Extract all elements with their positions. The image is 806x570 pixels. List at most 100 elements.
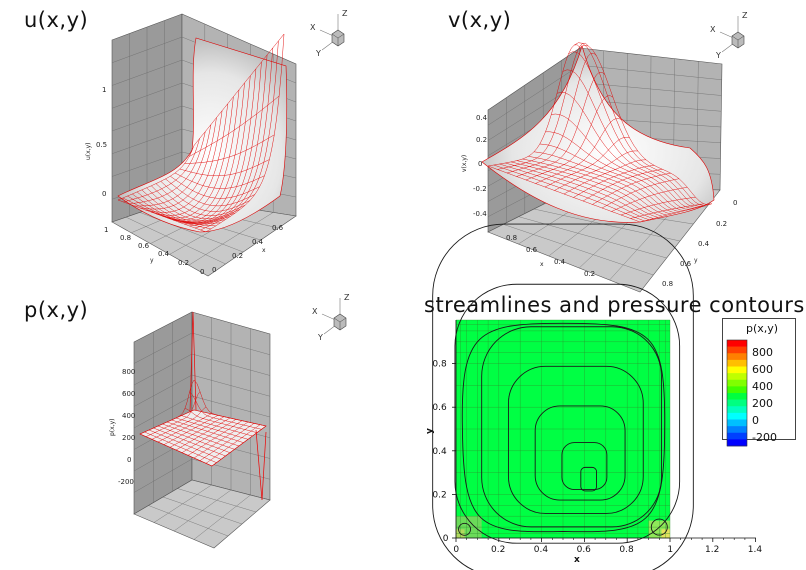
p-zlabel: p(x,y): [109, 419, 116, 437]
mesh-line: [205, 33, 285, 233]
wall-grid-line: [188, 212, 274, 266]
v-xtick: 0.4: [554, 258, 566, 266]
x-tick-label: 0.2: [491, 545, 505, 555]
u-ytick: 0.2: [178, 259, 189, 267]
mesh-line: [528, 156, 672, 215]
u-xtick: 0.4: [252, 238, 264, 246]
wall-grid-line: [111, 151, 183, 177]
triad-x-label: X: [312, 307, 318, 316]
p-ztick: 800: [122, 368, 135, 376]
v-ytick: 0.8: [662, 280, 673, 288]
wall-grid-line: [533, 208, 681, 242]
v-ytick: 0.2: [716, 220, 727, 228]
wall-grid-line: [579, 65, 722, 80]
mesh-line: [189, 54, 268, 227]
p-ztick: -200: [118, 478, 134, 486]
stream-mesh-grid: [455, 319, 671, 539]
mesh-line: [522, 158, 668, 216]
triad-z-label: Z: [742, 11, 748, 20]
x-tick-label: 0.6: [577, 545, 592, 555]
u-ytick: 0.4: [158, 250, 170, 258]
mesh-line: [132, 193, 221, 224]
mesh-line: [630, 203, 704, 219]
v-ztick: 0.2: [476, 136, 487, 144]
mesh-line: [151, 185, 241, 219]
u-xtick: 0: [212, 266, 216, 274]
p-surface-mesh: [139, 379, 267, 467]
u-xtick: 0.2: [232, 252, 243, 260]
p-left-wall: [133, 311, 193, 515]
u-ytick: 0.8: [120, 234, 131, 242]
stream-plot: 0 0.2 0.4 0.6 0.8 1 1.2 1.4 0 0.2 0.4 0.6 0.8 x y: [425, 223, 762, 570]
x-tick-label: 0: [453, 545, 459, 555]
wall-grid-line: [111, 128, 183, 154]
v-ticks: 0.4 0.2 0 -0.2 -0.4 v(x,y) 0.8 0.6 0.4 0…: [461, 114, 737, 288]
u-ztick: 0.5: [96, 141, 107, 149]
triad-z-label: Z: [344, 293, 350, 302]
mesh-line: [144, 431, 217, 463]
wall-grid-line: [153, 484, 212, 523]
mesh-line: [148, 429, 222, 460]
mesh-line: [487, 165, 641, 223]
v-ztick: 0.4: [476, 114, 488, 122]
streamline: [481, 326, 662, 528]
streamline: [454, 283, 681, 544]
v-ylabel: y: [694, 257, 698, 264]
wall-grid-line: [125, 217, 226, 265]
p-spike-right: [255, 429, 267, 501]
p-ticks: 800 600 400 200 0 -200 p(x,y): [109, 368, 135, 486]
x-tick-label: 0.4: [534, 545, 549, 555]
y-tick-label: 0.8: [432, 360, 447, 370]
legend-level: 0: [752, 414, 759, 427]
wall-grid-line: [133, 353, 193, 386]
triad-z-label: Z: [342, 9, 348, 18]
mesh-line: [573, 165, 655, 198]
triad-x-label: X: [310, 23, 316, 32]
mesh-line: [516, 160, 663, 217]
stream-xlabel: x: [574, 555, 580, 565]
mesh-line: [493, 164, 645, 222]
stream-xticks: 0 0.2 0.4 0.6 0.8 1 1.2 1.4: [453, 538, 762, 555]
streamline: [458, 522, 472, 536]
p-ztick: 200: [122, 434, 135, 442]
axis-triads: Z X Y Z X Y Z X Y: [310, 9, 748, 342]
v-xlabel: x: [540, 261, 544, 268]
wall-grid-line: [193, 494, 251, 540]
p-ztick: 600: [122, 390, 135, 398]
u-ztick: 1: [102, 86, 106, 94]
mesh-line: [194, 47, 274, 229]
v-ztick: -0.2: [473, 185, 487, 193]
wall-grid-line: [518, 216, 667, 259]
legend-level: 200: [752, 397, 773, 410]
wall-grid-line: [191, 332, 271, 355]
p-ztick: 400: [122, 412, 135, 420]
mesh-line: [122, 197, 211, 230]
mesh-line: [499, 163, 650, 220]
v-zlabel: v(x,y): [461, 155, 468, 172]
p-ztick: 0: [127, 456, 131, 464]
mesh-line: [582, 169, 663, 202]
u-surface-mesh: [117, 33, 285, 233]
mesh-line: [205, 424, 261, 464]
wall-grid-line: [133, 374, 193, 407]
mesh-line: [136, 191, 226, 224]
v-surface-plot: [481, 42, 723, 293]
v-panel-title: v(x,y): [448, 8, 512, 32]
streamlines: [432, 223, 694, 570]
y-tick-label: 0.4: [432, 447, 447, 457]
streamline: [534, 405, 626, 501]
v-surface-mesh: [487, 42, 713, 223]
v-ytick: 0.4: [698, 240, 710, 248]
u-ytick: 0.6: [138, 242, 150, 250]
wall-grid-line: [191, 353, 271, 376]
mesh-line: [200, 40, 279, 231]
u-zlabel: u(x,y): [85, 143, 92, 161]
wall-grid-line: [191, 395, 271, 418]
v-ytick: 0: [733, 199, 737, 207]
wall-grid-line: [133, 332, 193, 364]
x-tick-label: 1.4: [748, 545, 763, 555]
wall-grid-line: [503, 224, 654, 276]
x-tick-label: 1.2: [705, 545, 719, 555]
v-surface: [481, 44, 715, 223]
